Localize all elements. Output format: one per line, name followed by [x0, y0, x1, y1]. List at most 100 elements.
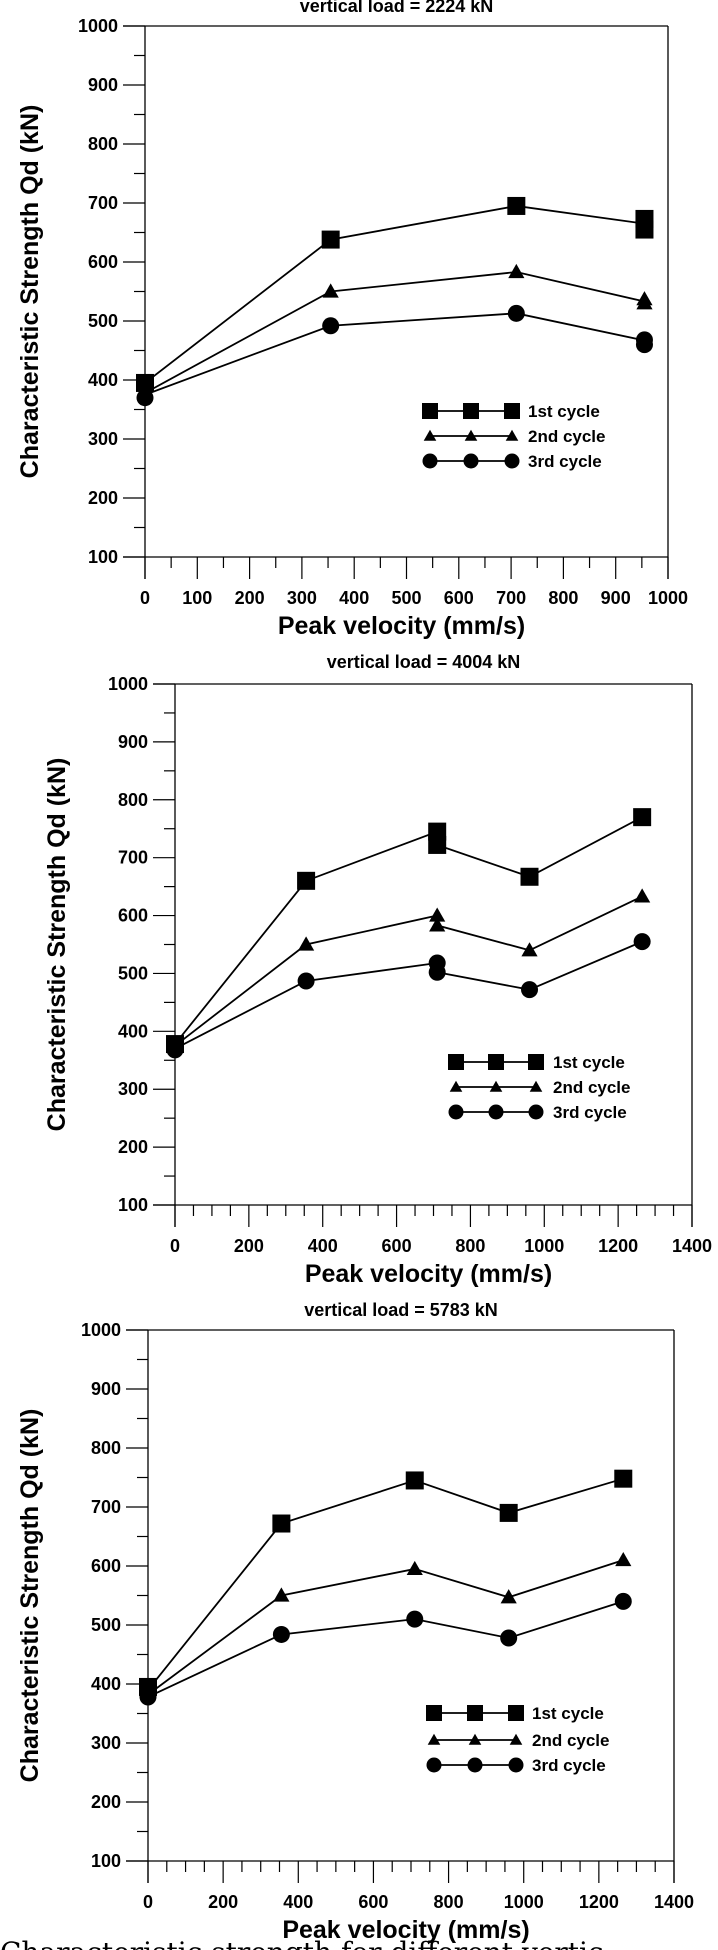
data-point-triangle — [429, 917, 446, 932]
legend-label: 2nd cycle — [553, 1078, 631, 1097]
legend-marker-circle — [488, 1104, 504, 1120]
figure-caption: Characteristic strength for different ve… — [0, 1936, 604, 1950]
x-axis-title: Peak velocity (mm/s) — [282, 1916, 529, 1944]
y-tick-label: 100 — [118, 1195, 148, 1215]
legend-marker-triangle — [505, 429, 519, 441]
x-tick-label: 1400 — [654, 1892, 694, 1912]
legend-marker-circle — [528, 1104, 544, 1120]
y-tick-label: 100 — [91, 1851, 121, 1871]
x-tick-label: 0 — [143, 1892, 153, 1912]
y-tick-label: 200 — [88, 488, 118, 508]
y-tick-label: 700 — [118, 848, 148, 868]
legend-item: 2nd cycle — [449, 1078, 631, 1097]
y-tick-label: 400 — [91, 1674, 121, 1694]
legend-marker-triangle — [468, 1733, 482, 1745]
x-axis-title: Peak velocity (mm/s) — [278, 612, 525, 640]
y-tick-label: 800 — [118, 790, 148, 810]
y-axis-title: Characteristic Strength Qd (kN) — [16, 105, 44, 479]
data-point-triangle — [322, 283, 339, 298]
series-2 — [139, 1552, 632, 1699]
legend-item: 3rd cycle — [426, 1756, 606, 1775]
y-tick-label: 100 — [88, 547, 118, 567]
legend-marker-square — [448, 1054, 464, 1070]
data-point-square — [321, 230, 340, 249]
x-tick-label: 200 — [234, 1236, 264, 1256]
data-point-triangle — [429, 907, 446, 922]
data-point-triangle — [615, 1552, 632, 1567]
x-tick-label: 400 — [339, 588, 369, 608]
data-point-triangle — [500, 1589, 517, 1604]
x-tick-label: 600 — [358, 1892, 388, 1912]
legend-marker-circle — [426, 1757, 442, 1773]
x-tick-label: 1200 — [579, 1892, 619, 1912]
series-1 — [139, 1469, 633, 1696]
data-point-triangle — [521, 942, 538, 957]
legend-label: 2nd cycle — [532, 1731, 610, 1750]
series-3 — [139, 1592, 632, 1706]
legend-item: 3rd cycle — [422, 452, 602, 471]
y-tick-label: 1000 — [108, 674, 148, 694]
y-tick-label: 800 — [91, 1438, 121, 1458]
legend-marker-square — [488, 1054, 504, 1070]
x-tick-label: 400 — [283, 1892, 313, 1912]
legend-item: 1st cycle — [448, 1053, 625, 1072]
legend-item: 1st cycle — [422, 402, 600, 421]
chart-title: vertical load = 2224 kN — [300, 0, 494, 16]
legend-marker-circle — [504, 453, 520, 469]
legend-marker-square — [422, 403, 438, 419]
y-tick-label: 1000 — [78, 16, 118, 36]
data-point-circle — [406, 1610, 424, 1628]
y-tick-label: 400 — [88, 370, 118, 390]
legend: 1st cycle 2nd cycle 3rd cycle — [422, 402, 606, 471]
legend: 1st cycle 2nd cycle 3rd cycle — [426, 1704, 610, 1775]
legend-marker-circle — [508, 1757, 524, 1773]
series-line — [147, 1477, 624, 1691]
data-point-circle — [635, 336, 653, 354]
legend-item: 3rd cycle — [448, 1103, 627, 1122]
legend-marker-circle — [422, 453, 438, 469]
x-tick-label: 800 — [434, 1892, 464, 1912]
legend-item: 2nd cycle — [423, 427, 606, 446]
x-tick-label: 900 — [601, 588, 631, 608]
data-point-square — [428, 835, 447, 854]
legend-label: 3rd cycle — [553, 1103, 627, 1122]
legend-marker-triangle — [529, 1080, 543, 1092]
data-point-circle — [272, 1625, 290, 1643]
legend-marker-triangle — [489, 1080, 503, 1092]
data-point-circle — [136, 389, 154, 407]
y-tick-label: 300 — [118, 1079, 148, 1099]
data-point-square — [635, 220, 654, 239]
data-point-circle — [507, 304, 525, 322]
data-point-circle — [322, 317, 340, 335]
data-point-triangle — [508, 263, 525, 279]
data-point-triangle — [634, 888, 651, 903]
data-point-square — [633, 808, 652, 827]
y-tick-label: 600 — [91, 1556, 121, 1576]
x-tick-label: 600 — [444, 588, 474, 608]
y-tick-label: 900 — [91, 1379, 121, 1399]
y-tick-label: 500 — [88, 311, 118, 331]
data-point-circle — [297, 972, 315, 990]
data-point-circle — [166, 1041, 184, 1059]
series-2 — [166, 888, 651, 1052]
y-tick-label: 300 — [88, 429, 118, 449]
legend-marker-circle — [463, 453, 479, 469]
series-1 — [136, 196, 654, 392]
x-tick-label: 1200 — [598, 1236, 638, 1256]
legend-label: 1st cycle — [528, 402, 600, 421]
series-3 — [166, 933, 651, 1059]
y-tick-label: 700 — [88, 193, 118, 213]
legend-marker-circle — [467, 1757, 483, 1773]
chart-3: vertical load = 5783 kN 100 200 300 400 500 60… — [16, 1300, 694, 1944]
y-tick-label: 1000 — [81, 1320, 121, 1340]
y-tick-label: 200 — [118, 1137, 148, 1157]
data-point-square — [507, 196, 526, 215]
x-tick-label: 0 — [170, 1236, 180, 1256]
chart-title: vertical load = 4004 kN — [327, 652, 521, 672]
data-point-circle — [614, 1592, 632, 1610]
data-point-circle — [139, 1688, 157, 1706]
data-point-square — [520, 867, 539, 886]
x-tick-label: 800 — [455, 1236, 485, 1256]
x-tick-label: 100 — [182, 588, 212, 608]
